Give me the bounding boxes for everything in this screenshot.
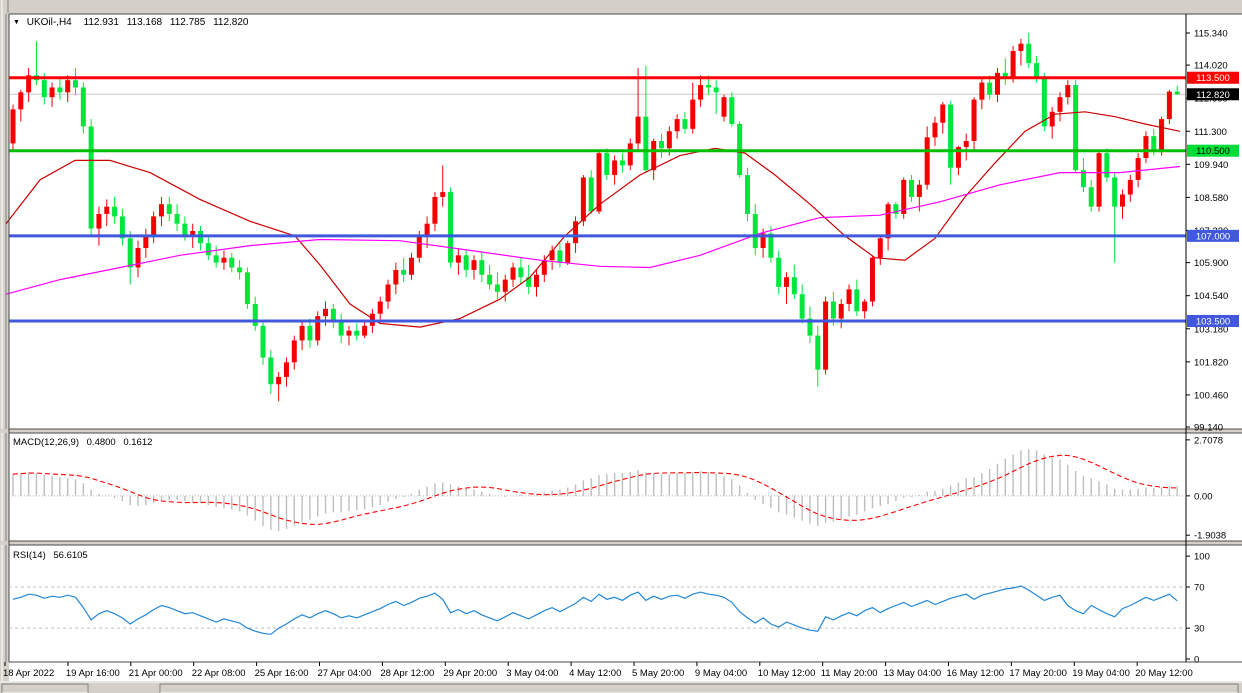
price-tick-label: 101.820: [1194, 357, 1228, 368]
price-tick-label: 103.180: [1194, 324, 1228, 335]
rsi-tick-label: 100: [1194, 552, 1210, 563]
svg-text:112.820: 112.820: [1196, 90, 1230, 101]
price-tick-label: 105.900: [1194, 258, 1228, 269]
rsi-panel[interactable]: [9, 585, 1186, 635]
ma-magenta-line: [5, 165, 1181, 295]
time-tick-label: 29 Apr 20:00: [443, 668, 497, 679]
time-scale[interactable]: 18 Apr 2022 19 Apr 16:00 21 Apr 00:00 22 Ap…: [3, 662, 1193, 679]
rsi-value: 56.6105: [53, 550, 88, 561]
time-tick-label: 9 May 04:00: [695, 668, 747, 679]
macd-name: MACD(12,26,9): [13, 437, 79, 448]
price-tick-label: 115.340: [1194, 28, 1228, 39]
price-tick-label: 104.540: [1194, 291, 1228, 302]
rsi-line: [12, 585, 1178, 635]
macd-main-value: 0.4800: [86, 437, 116, 448]
ohlc-close: 112.820: [213, 17, 249, 28]
ohlc-open: 112.931: [83, 17, 119, 28]
price-scale[interactable]: 115.340114.020112.660111.300109.940108.5…: [1186, 28, 1239, 434]
time-tick-label: 28 Apr 12:00: [380, 668, 434, 679]
time-tick-label: 18 Apr 2022: [3, 668, 54, 679]
svg-text:110.500: 110.500: [1196, 146, 1230, 157]
time-tick-label: 4 May 12:00: [569, 668, 621, 679]
main-price-panel[interactable]: [5, 32, 1186, 402]
time-tick-label: 3 May 04:00: [506, 668, 558, 679]
time-tick-label: 5 May 20:00: [632, 668, 684, 679]
rsi-tick-label: 0: [1194, 655, 1199, 666]
rsi-name: RSI(14): [13, 550, 46, 561]
rsi-scale[interactable]: 100 70 30 0: [1186, 552, 1210, 666]
current-price-badge: 112.820: [1187, 88, 1239, 101]
time-tick-label: 19 May 04:00: [1072, 668, 1130, 679]
macd-tick-label: 0.00: [1194, 491, 1213, 502]
chart-dropdown-triangle-icon: ▼: [13, 19, 20, 26]
status-panel-2: [159, 683, 1239, 693]
chart-symbol-label: ▼ UKOil-,H4 112.931 113.168 112.785 112.…: [13, 17, 253, 28]
rsi-tick-label: 30: [1194, 624, 1205, 635]
time-tick-label: 27 Apr 04:00: [318, 668, 372, 679]
ma-red-line: [5, 111, 1181, 328]
time-tick-label: 13 May 04:00: [884, 668, 942, 679]
macd-signal-value: 0.1612: [123, 437, 153, 448]
svg-text:113.500: 113.500: [1196, 73, 1230, 84]
time-tick-label: 10 May 12:00: [758, 668, 816, 679]
time-tick-label: 17 May 20:00: [1009, 668, 1067, 679]
time-tick-label: 11 May 20:00: [821, 668, 878, 679]
status-panel-1: [1, 683, 89, 693]
time-tick-label: 21 Apr 00:00: [129, 668, 183, 679]
macd-indicator-label: MACD(12,26,9) 0.4800 0.1612: [13, 437, 157, 448]
time-tick-label: 22 Apr 08:00: [192, 668, 246, 679]
price-tick-label: 111.300: [1194, 127, 1227, 138]
time-tick-label: 25 Apr 16:00: [255, 668, 309, 679]
price-tick-label: 99.140: [1194, 423, 1223, 434]
price-tick-label: 114.020: [1194, 61, 1228, 72]
panel-splitter-rsi[interactable]: [0, 541, 1242, 545]
macd-panel[interactable]: [9, 449, 1186, 531]
macd-tick-label: -1.9038: [1194, 531, 1226, 542]
symbol-period-text: UKOil-,H4: [26, 17, 72, 28]
candles-layer: [10, 32, 1180, 402]
price-badge-107.000: 107.000: [1187, 229, 1239, 242]
price-badge-113.500: 113.500: [1187, 71, 1239, 84]
price-badge-110.500: 110.500: [1187, 144, 1239, 157]
svg-text:107.000: 107.000: [1196, 231, 1230, 242]
status-bar: [0, 681, 1242, 693]
price-tick-label: 109.940: [1194, 160, 1228, 171]
ohlc-low: 112.785: [169, 17, 206, 28]
price-tick-label: 100.460: [1194, 390, 1228, 401]
price-tick-label: 108.580: [1194, 193, 1228, 204]
macd-histogram: [12, 449, 1178, 531]
time-tick-label: 20 May 12:00: [1135, 668, 1193, 679]
rsi-tick-label: 70: [1194, 582, 1205, 593]
macd-tick-label: 2.7078: [1194, 435, 1223, 446]
macd-signal-line: [12, 454, 1178, 525]
svg-text:103.500: 103.500: [1196, 316, 1230, 327]
macd-scale[interactable]: 2.7078 0.00 -1.9038: [1186, 435, 1226, 542]
panel-splitter-macd[interactable]: [0, 429, 1242, 433]
price-badge-103.500: 103.500: [1187, 314, 1239, 327]
time-tick-label: 16 May 12:00: [947, 668, 1005, 679]
ohlc-high: 113.168: [126, 17, 163, 28]
rsi-indicator-label: RSI(14) 56.6105: [13, 550, 93, 561]
time-tick-label: 19 Apr 16:00: [66, 668, 120, 679]
